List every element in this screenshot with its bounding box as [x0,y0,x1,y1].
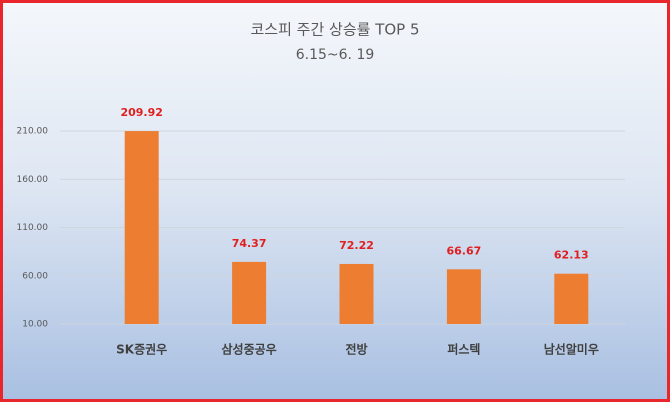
bar [446,269,481,324]
x-tick-label: 전방 [345,342,367,357]
y-tick-label: 60.00 [22,271,48,281]
bar [554,273,589,324]
x-tick-label: 남선알미우 [544,342,599,357]
y-tick-label: 160.00 [17,175,49,185]
value-label: 74.37 [232,237,267,250]
value-label: 209.92 [120,106,162,119]
y-tick-label: 10.00 [22,320,48,330]
x-tick-label: SK증권우 [116,343,167,357]
x-tick-label: 삼성중공우 [221,342,276,357]
bar [124,131,159,324]
value-label: 62.13 [554,249,589,262]
chart-subtitle: 6.15~6. 19 [296,47,375,63]
bar [232,261,267,324]
y-tick-label: 110.00 [17,223,49,233]
x-tick-label: 퍼스텍 [447,342,480,357]
chart-title: 코스피 주간 상승률 TOP 5 [250,21,419,39]
bar [339,263,374,324]
value-label: 66.67 [447,244,482,257]
value-label: 72.22 [339,239,374,252]
y-tick-label: 210.00 [17,127,49,137]
